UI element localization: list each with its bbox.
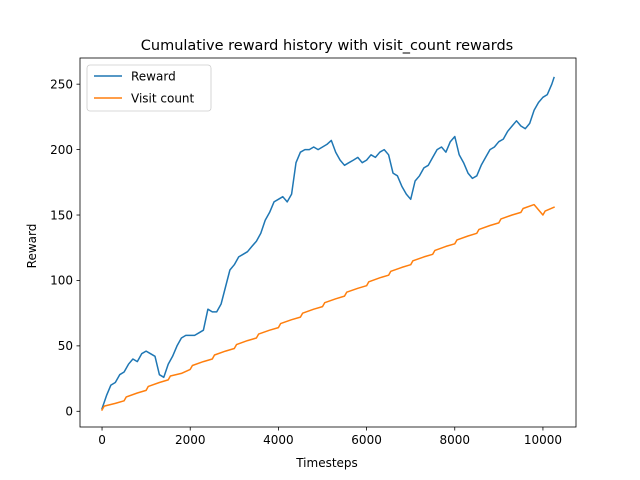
y-axis-label: Reward [25,224,39,269]
y-tick-label: 50 [58,339,73,353]
series-layer [100,76,555,412]
plot-background [80,58,576,427]
y-tick-label: 250 [50,77,73,91]
legend: Reward Visit count [86,64,212,112]
x-tick-label: 0 [98,433,106,447]
legend-label-0: Reward [131,69,176,83]
y-tick-label: 100 [50,274,73,288]
y-tick-label: 200 [50,143,73,157]
x-axis-label: Timesteps [295,456,358,470]
axes-layer: 0 2000 4000 6000 8000 10000 0 50 100 150 200 250 [50,57,577,447]
y-tick-label: 150 [50,208,73,222]
plot-area [80,58,576,427]
chart-title: Cumulative reward history with visit_cou… [141,38,513,54]
x-tick-label: 8000 [439,433,470,447]
series-line-1 [100,203,555,412]
axes-frame [79,57,577,428]
x-tick-label: 10000 [524,433,562,447]
series-line-0 [101,76,555,410]
legend-label-1: Visit count [131,91,195,105]
x-tick-label: 4000 [263,433,294,447]
x-tick-label: 6000 [351,433,382,447]
y-tick-label: 0 [65,405,73,419]
x-tick-label: 2000 [175,433,206,447]
